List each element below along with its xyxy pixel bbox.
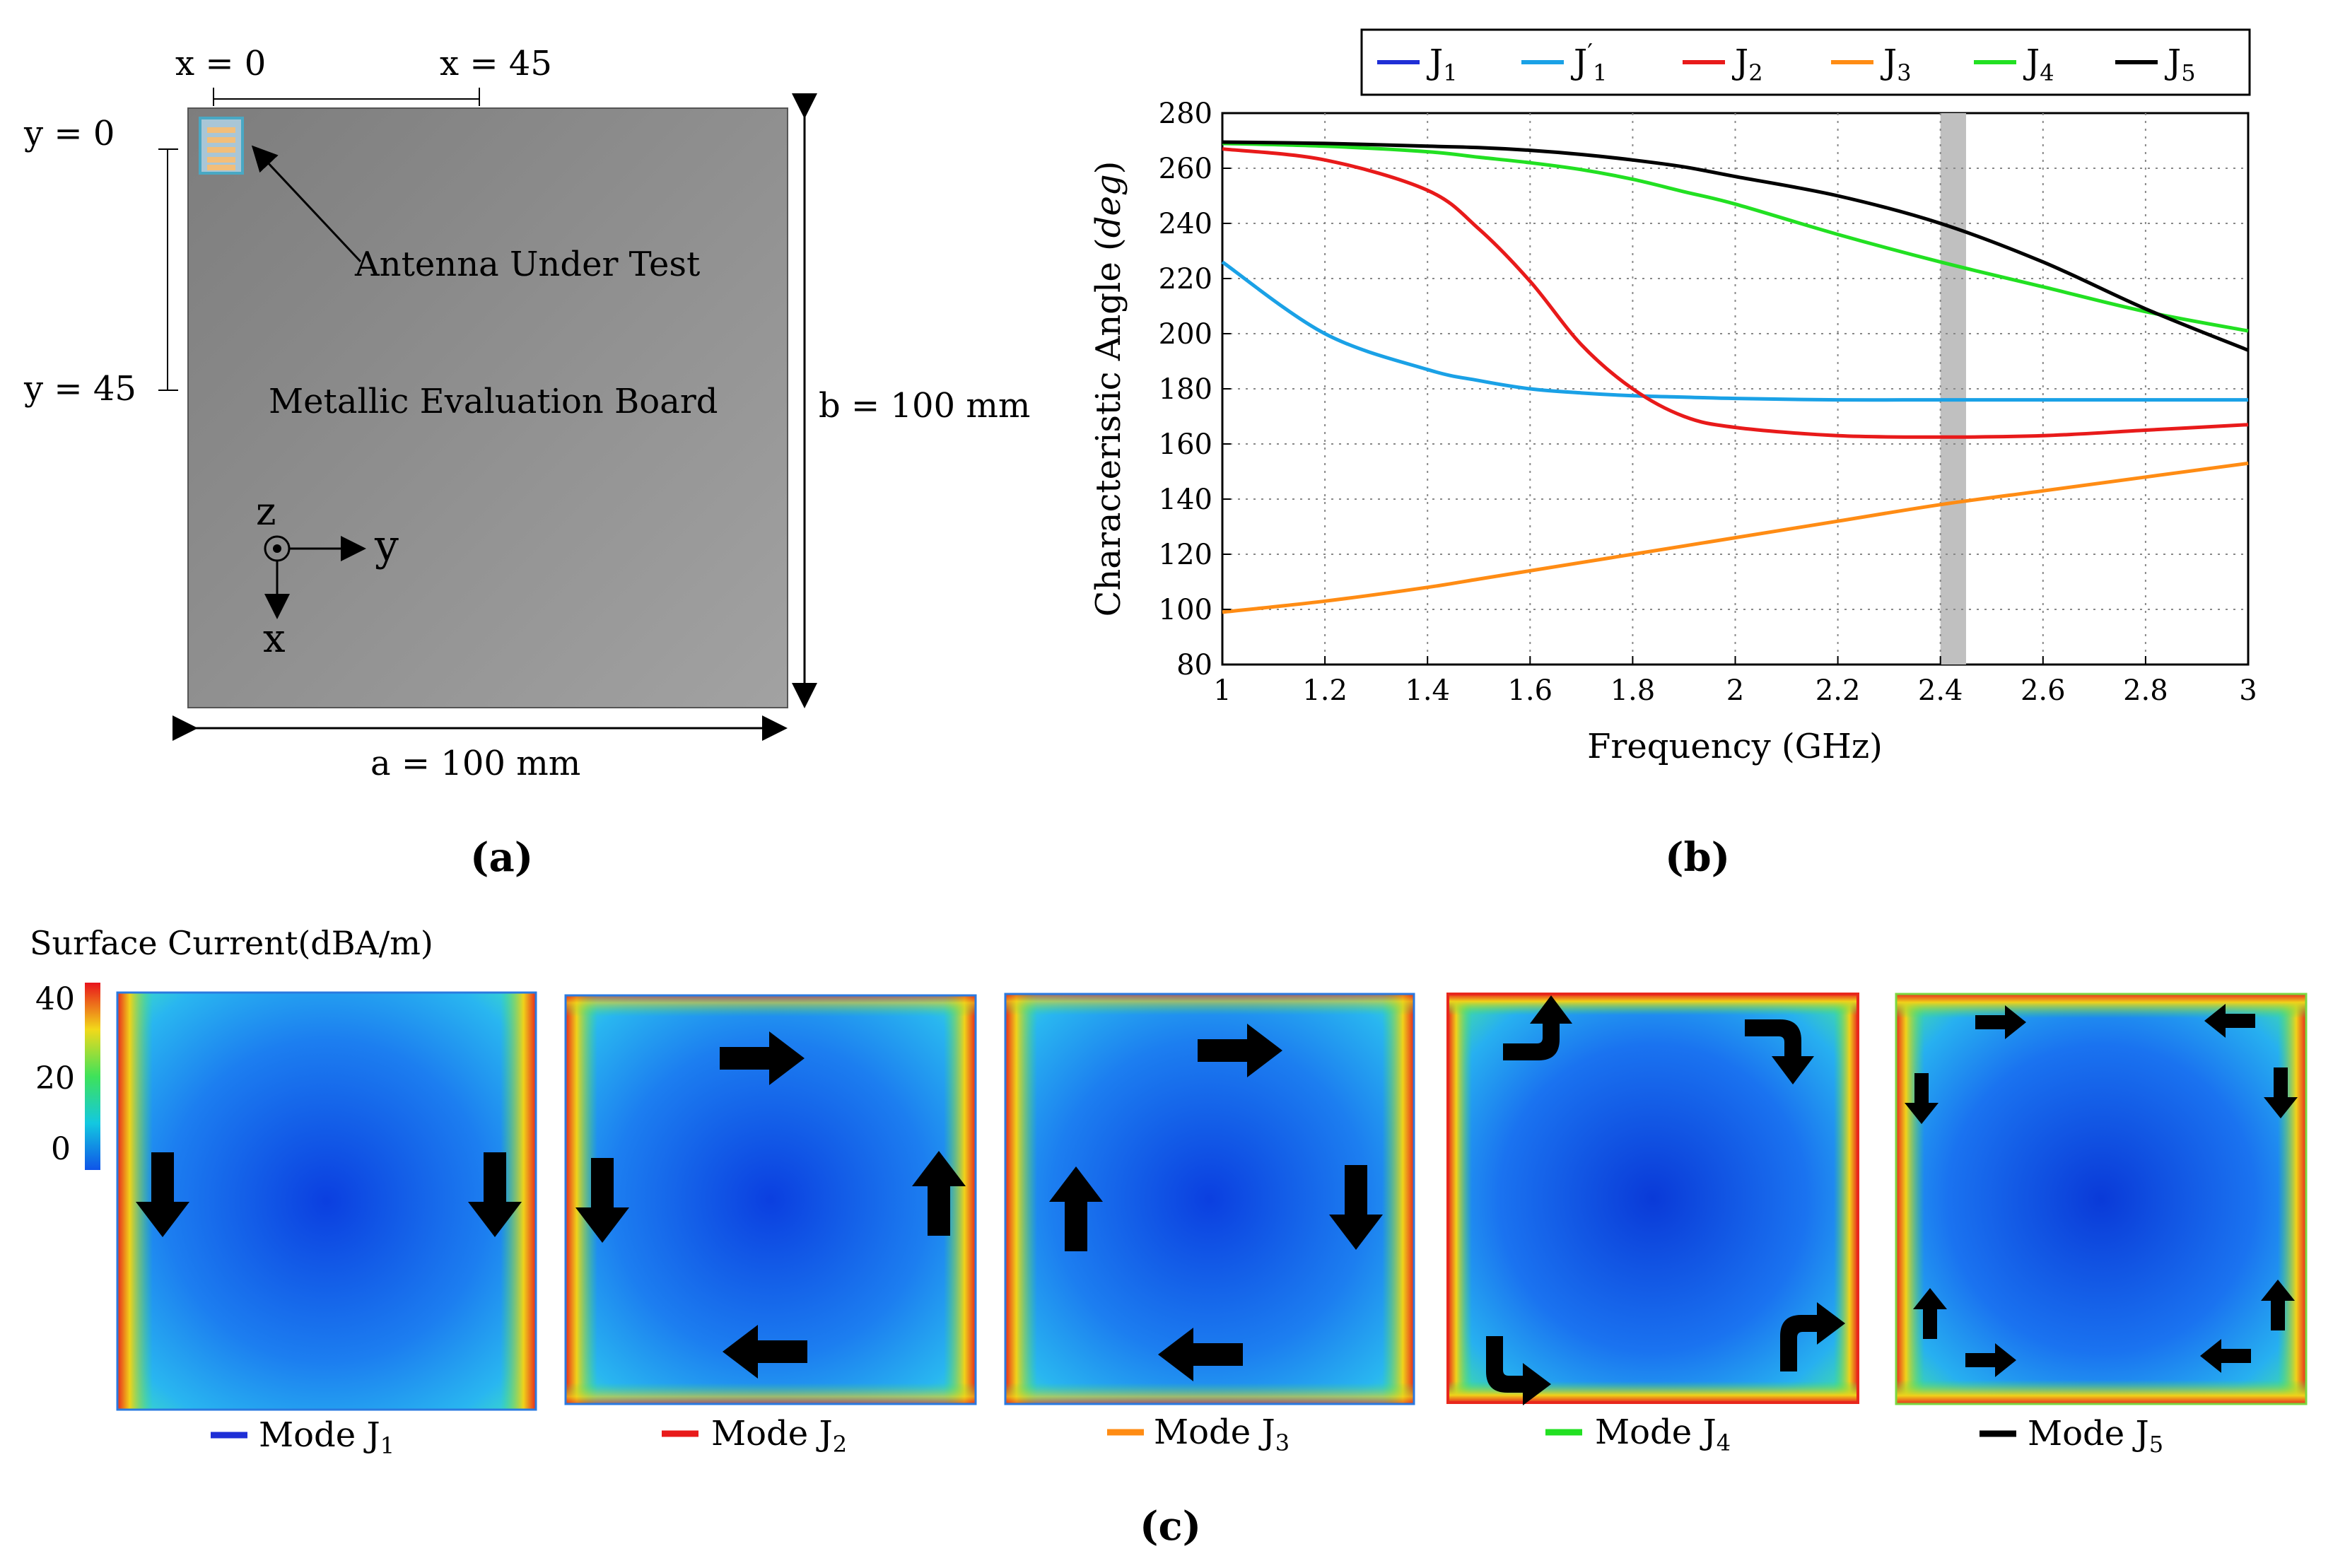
x-tick-label: 2.4	[1918, 674, 1963, 707]
y-tick-label: 200	[1159, 318, 1212, 351]
panel-c: Surface Current(dBA/m) 40 20 0	[0, 912, 2333, 1565]
mode-label-j3: Mode J3	[1107, 1412, 1290, 1456]
antenna-label: Antenna Under Test	[354, 245, 700, 284]
series-line-j2	[1222, 147, 2249, 439]
mode-j5-text: Mode J5	[2028, 1414, 2163, 1458]
x45-label: x = 45	[440, 44, 552, 83]
mode-j2-text: Mode J2	[711, 1414, 847, 1458]
current-map-mode-j5	[1895, 993, 2308, 1405]
series-line-j5	[1222, 140, 2249, 352]
legend-item-jp1: J′1	[1521, 39, 1607, 86]
y45-label: y = 45	[23, 369, 136, 409]
axis-z-label: z	[256, 489, 276, 534]
mode-j3-text: Mode J3	[1154, 1412, 1290, 1456]
panel-c-label: (c)	[1140, 1503, 1201, 1550]
legend-label: J4	[2023, 42, 2054, 86]
colorbar-tick-0: 0	[51, 1131, 71, 1167]
x-tick-label: 2	[1726, 674, 1744, 707]
y-tick-label: 240	[1159, 208, 1212, 240]
legend-label: J3	[1880, 42, 1912, 86]
panel-a-figure: x = 0 x = 45 y = 0 y = 45 Antenna Under …	[23, 44, 1030, 881]
characteristic-angle-chart: J1 J′1 J2 J3 J4 J5 1 1.2 1.4 1.6 1.8 2 2.2 2.4 2.6 2.8…	[1089, 28, 2257, 881]
y-tick-label: 100	[1159, 594, 1212, 626]
colorbar	[85, 983, 100, 1170]
coordinate-axes-icon	[264, 535, 366, 619]
series-line-j3	[1222, 461, 2249, 614]
current-map-mode-j4	[1446, 993, 1859, 1405]
y-tick-label: 260	[1159, 153, 1212, 185]
y-axis-label: Characteristic Angle (deg)	[1089, 161, 1128, 617]
x-tick-label: 3	[2239, 674, 2257, 707]
x-tick-label: 2.2	[1815, 674, 1861, 707]
mode-j4-text: Mode J4	[1595, 1412, 1731, 1456]
colorbar-tick-40: 40	[35, 981, 75, 1017]
axis-y-label: y	[374, 521, 399, 571]
y-tick-label: 160	[1159, 428, 1212, 461]
series-line-jp1	[1221, 260, 2248, 402]
x-tick-label: 2.8	[2123, 674, 2168, 707]
legend-item-j4: J4	[1974, 42, 2054, 86]
width-label: a = 100 mm	[370, 744, 580, 783]
x0-label: x = 0	[175, 44, 266, 83]
current-map-mode-j1	[116, 991, 537, 1411]
legend-label: J1	[1426, 42, 1458, 86]
surface-current-maps: Surface Current(dBA/m) 40 20 0	[30, 924, 2308, 1550]
mode-label-j2: Mode J2	[662, 1414, 847, 1458]
x-axis-label: Frequency (GHz)	[1587, 727, 1883, 766]
x-tick-label: 1.8	[1610, 674, 1656, 707]
colorbar-title: Surface Current(dBA/m)	[30, 924, 433, 962]
x-tick-label: 1.4	[1405, 674, 1450, 707]
chart-legend	[1360, 28, 2251, 96]
mode-label-j4: Mode J4	[1545, 1412, 1731, 1456]
current-map-mode-j3	[1004, 993, 1415, 1405]
antenna-pointer-arrow	[251, 145, 362, 263]
panel-b-label: (b)	[1665, 834, 1730, 881]
legend-label: J5	[2164, 42, 2196, 86]
x-tick-label: 2.6	[2021, 674, 2066, 707]
x-tick-label: 1.6	[1507, 674, 1553, 707]
y-tick-label: 280	[1159, 98, 1212, 130]
axis-x-label: x	[263, 616, 286, 662]
mode-label-j5: Mode J5	[1980, 1414, 2163, 1458]
panel-a: x = 0 x = 45 y = 0 y = 45 Antenna Under …	[0, 0, 1060, 891]
y-tick-label: 120	[1159, 539, 1212, 571]
y-tick-label: 140	[1159, 484, 1212, 516]
legend-item-j5: J5	[2115, 42, 2196, 86]
board-label: Metallic Evaluation Board	[269, 382, 718, 421]
legend-label: J′1	[1570, 39, 1607, 86]
legend-item-j2: J2	[1683, 42, 1763, 86]
y0-label: y = 0	[23, 114, 115, 153]
y-tick-label: 80	[1176, 649, 1212, 681]
y-tick-label: 220	[1159, 263, 1212, 296]
legend-item-j3: J3	[1831, 42, 1912, 86]
panel-a-label: (a)	[470, 834, 533, 881]
current-map-mode-j2	[564, 994, 977, 1405]
x-tick-label: 1.2	[1302, 674, 1347, 707]
mode-label-j1: Mode J1	[211, 1415, 394, 1459]
legend-item-j1: J1	[1377, 42, 1458, 86]
colorbar-tick-20: 20	[35, 1060, 75, 1096]
series-line-j4	[1222, 141, 2249, 333]
y-tick-label: 180	[1159, 373, 1212, 406]
panel-b: J1 J′1 J2 J3 J4 J5 1 1.2 1.4 1.6 1.8 2 2.2 2.4 2.6 2.8…	[1060, 0, 2333, 891]
antenna-under-test-icon	[199, 117, 244, 175]
mode-j1-text: Mode J1	[259, 1415, 394, 1459]
x-tick-label: 1	[1213, 674, 1231, 707]
legend-label: J2	[1731, 42, 1763, 86]
height-label: b = 100 mm	[819, 386, 1030, 426]
